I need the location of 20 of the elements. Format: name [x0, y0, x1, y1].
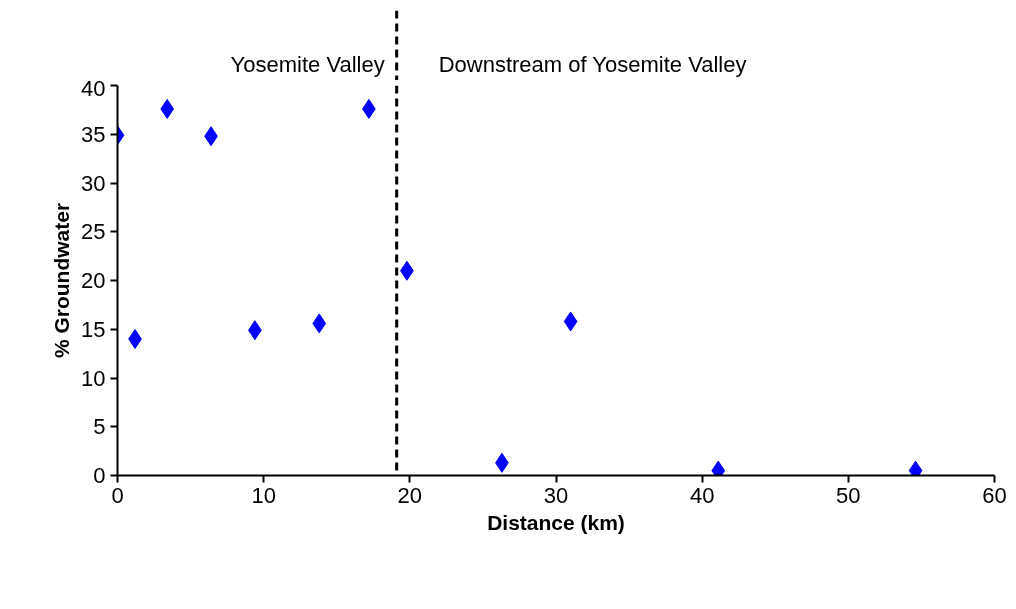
y-tick-label: 40 — [81, 75, 106, 101]
y-tick-label: 15 — [81, 316, 106, 342]
y-tick-label: 10 — [81, 365, 106, 391]
y-tick-label: 35 — [81, 121, 106, 147]
y-tick-label: 20 — [81, 268, 106, 293]
x-axis-title: Distance (km) — [487, 510, 625, 534]
x-tick-label: 60 — [982, 482, 1007, 508]
text: Downstream of Yosemite Valley — [438, 51, 747, 77]
x-tick-label: 50 — [836, 482, 861, 508]
x-tick-label: 30 — [543, 482, 569, 508]
y-tick-label: 5 — [93, 414, 106, 440]
x-tick-label: 20 — [397, 482, 423, 508]
x-tick-label: 40 — [689, 482, 715, 508]
x-tick-label: 0 — [111, 482, 124, 508]
y-tick-label: 30 — [81, 170, 106, 196]
y-tick-label: 25 — [81, 219, 106, 245]
y-tick-label: 0 — [93, 463, 106, 488]
text: Yosemite Valley — [230, 51, 385, 77]
x-tick-label: 10 — [251, 482, 276, 508]
y-axis-title: % Groundwater — [50, 202, 74, 359]
